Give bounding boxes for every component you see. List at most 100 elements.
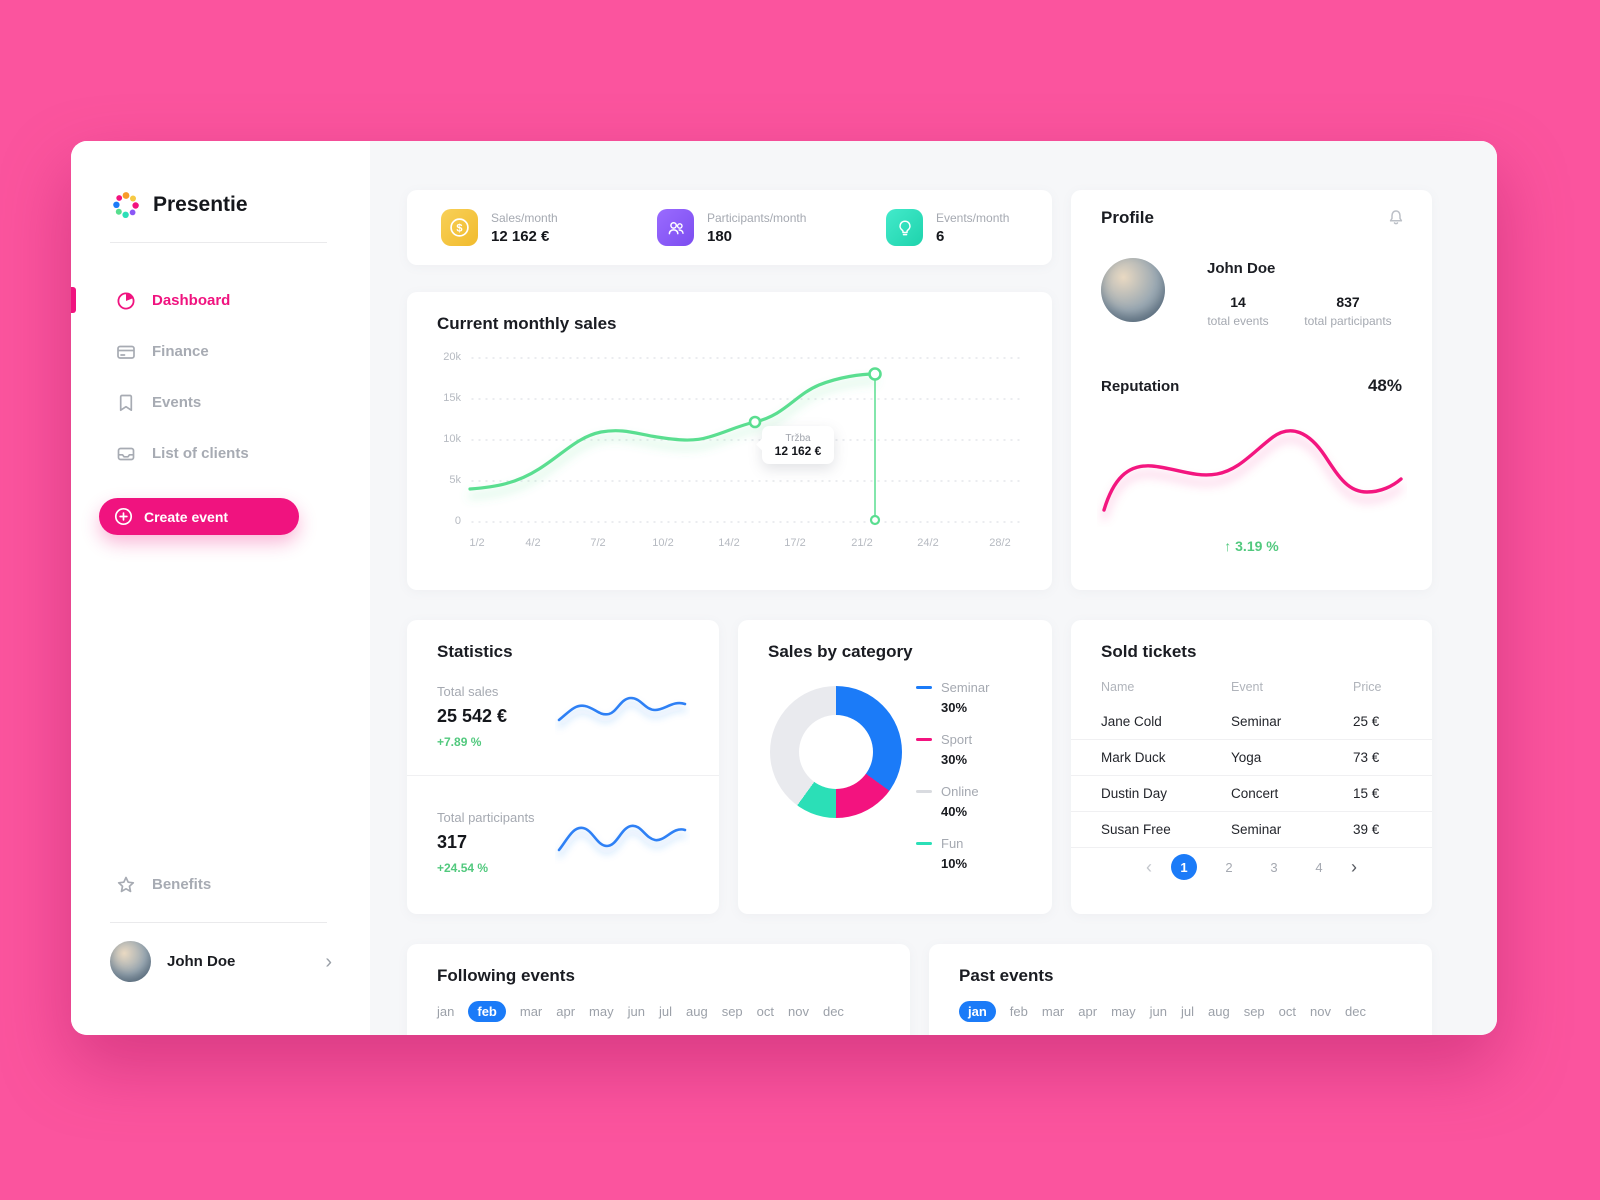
x-tick: 1/2: [469, 537, 485, 549]
page-button[interactable]: 1: [1171, 854, 1197, 880]
month-feb[interactable]: feb: [468, 1001, 506, 1022]
ticket-price: 15 €: [1353, 786, 1380, 801]
x-tick: 17/2: [784, 537, 806, 549]
tooltip-label: Tržba: [785, 432, 811, 444]
y-tick: 20k: [443, 351, 461, 363]
app-window: Presentie Dashboard Finance: [71, 141, 1497, 1035]
sidebar-item-label: Events: [152, 394, 202, 411]
month-jan[interactable]: jan: [959, 1001, 996, 1022]
table-row[interactable]: Jane Cold Seminar 25 €: [1071, 704, 1432, 740]
chevron-right-icon[interactable]: ›: [325, 950, 332, 973]
legend-item-fun: Fun 10%: [916, 836, 989, 871]
month-mar[interactable]: mar: [519, 1004, 543, 1019]
month-sep[interactable]: sep: [721, 1004, 743, 1019]
chevron-right-icon[interactable]: ›: [1351, 856, 1357, 877]
month-oct[interactable]: oct: [1278, 1004, 1297, 1019]
month-may[interactable]: may: [1111, 1004, 1136, 1019]
month-jun[interactable]: jun: [627, 1004, 645, 1019]
month-jul[interactable]: jul: [658, 1004, 672, 1019]
total-sales-sparkline: [557, 696, 687, 722]
table-row[interactable]: Susan Free Seminar 39 €: [1071, 812, 1432, 848]
dollar-coin-icon: $: [441, 209, 478, 246]
table-row[interactable]: Mark Duck Yoga 73 €: [1071, 740, 1432, 776]
stat-label: Participants/month: [707, 210, 807, 225]
page-button[interactable]: 4: [1315, 859, 1323, 875]
dashboard-clock-icon: [117, 292, 135, 309]
legend-label: Online: [941, 784, 979, 799]
past-events-card: Past events jan feb mar apr may jun jul …: [929, 944, 1432, 1035]
card-title: Past events: [959, 966, 1054, 985]
sidebar-item-finance[interactable]: Finance: [71, 326, 370, 377]
plus-circle-icon: [114, 507, 133, 526]
sidebar-item-list-of-clients[interactable]: List of clients: [71, 428, 370, 479]
avatar: [1101, 258, 1165, 322]
sidebar-item-benefits[interactable]: Benefits: [71, 859, 370, 910]
month-dec[interactable]: dec: [1344, 1004, 1366, 1019]
sidebar-nav: Dashboard Finance Events: [71, 275, 370, 479]
chevron-left-icon[interactable]: ‹: [1146, 856, 1152, 877]
ticket-price: 25 €: [1353, 714, 1380, 729]
month-may[interactable]: may: [589, 1004, 614, 1019]
category-donut-chart: [770, 686, 902, 818]
y-tick: 0: [454, 515, 461, 527]
sidebar: Presentie Dashboard Finance: [71, 141, 370, 1035]
brand-name: Presentie: [153, 193, 248, 216]
total-participants-label: Total participants: [437, 810, 535, 825]
month-apr[interactable]: apr: [556, 1004, 576, 1019]
bell-icon[interactable]: [1386, 208, 1406, 233]
month-jul[interactable]: jul: [1180, 1004, 1194, 1019]
legend-label: Sport: [941, 732, 973, 747]
column-header-event: Event: [1231, 680, 1263, 694]
page-button[interactable]: 3: [1270, 859, 1278, 875]
reputation-label: Reputation: [1101, 378, 1180, 395]
ticket-event: Yoga: [1231, 750, 1262, 765]
month-oct[interactable]: oct: [756, 1004, 774, 1019]
month-nov[interactable]: nov: [1310, 1004, 1331, 1019]
x-tick: 28/2: [989, 537, 1011, 549]
monthly-sales-line-chart: [468, 357, 1023, 526]
stats-summary-card: $ Sales/month 12 162 € Participants/mont…: [407, 190, 1052, 265]
trend-value: 3.19 %: [1235, 538, 1279, 554]
people-icon: [657, 209, 694, 246]
x-tick: 10/2: [652, 537, 674, 549]
month-aug[interactable]: aug: [1208, 1004, 1230, 1019]
month-apr[interactable]: apr: [1078, 1004, 1098, 1019]
ticket-event: Concert: [1231, 786, 1279, 801]
total-participants-label: total participants: [1304, 314, 1392, 328]
sidebar-item-label: Dashboard: [152, 292, 231, 309]
month-aug[interactable]: aug: [685, 1004, 708, 1019]
card-title: Statistics: [437, 642, 513, 661]
month-jan[interactable]: jan: [437, 1004, 455, 1019]
month-jun[interactable]: jun: [1149, 1004, 1167, 1019]
divider: [407, 775, 719, 776]
chart-tooltip: Tržba 12 162 €: [762, 426, 834, 464]
sidebar-user-row[interactable]: John Doe ›: [110, 941, 340, 982]
lightbulb-icon: [886, 209, 923, 246]
avatar: [110, 941, 151, 982]
sidebar-item-events[interactable]: Events: [71, 377, 370, 428]
month-dec[interactable]: dec: [822, 1004, 844, 1019]
stat-participants-month: Participants/month 180: [657, 209, 806, 246]
legend-value: 10%: [941, 856, 968, 871]
total-sales-change: +7.89 %: [437, 735, 482, 749]
category-legend: Seminar 30% Sport 30% Online 40%: [916, 680, 989, 871]
sidebar-divider-top: [110, 242, 327, 243]
card-title: Following events: [437, 966, 575, 985]
color-dots-ring-icon: [113, 192, 139, 218]
month-nov[interactable]: nov: [788, 1004, 809, 1019]
sidebar-item-dashboard[interactable]: Dashboard: [71, 275, 370, 326]
legend-label: Fun: [941, 836, 964, 851]
create-event-button[interactable]: Create event: [99, 498, 299, 535]
inbox-icon: [117, 447, 135, 460]
sales-by-category-card: Sales by category Seminar 30% Sport 30%: [738, 620, 1052, 914]
user-name: John Doe: [167, 953, 236, 970]
table-row[interactable]: Dustin Day Concert 15 €: [1071, 776, 1432, 812]
month-sep[interactable]: sep: [1243, 1004, 1265, 1019]
star-icon: [117, 876, 135, 892]
month-feb[interactable]: feb: [1009, 1004, 1028, 1019]
active-nav-indicator: [71, 287, 76, 313]
page-button[interactable]: 2: [1225, 859, 1233, 875]
card-title: Profile: [1101, 208, 1154, 227]
y-tick: 5k: [449, 474, 461, 486]
month-mar[interactable]: mar: [1041, 1004, 1065, 1019]
